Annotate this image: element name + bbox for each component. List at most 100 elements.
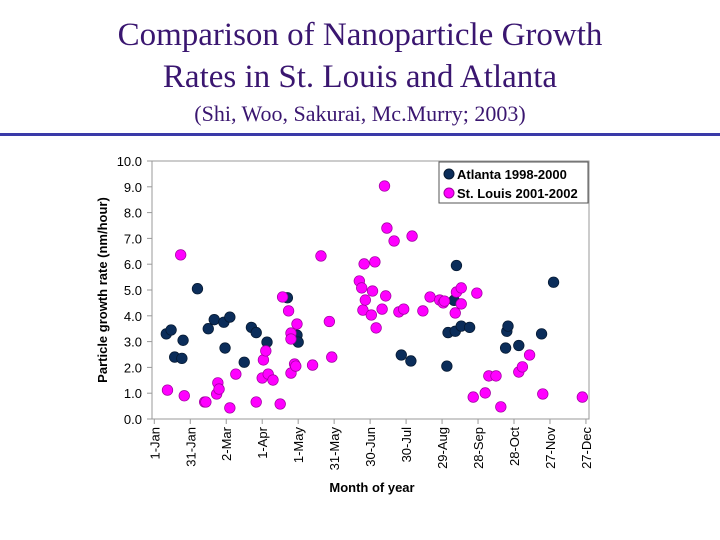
- data-point-atlanta: [208, 314, 220, 326]
- slide-title-line-1: Comparison of Nanoparticle Growth: [117, 17, 603, 53]
- x-tick-label: 1-Jan: [147, 427, 162, 460]
- data-point-st-louis: [358, 258, 370, 270]
- data-point-atlanta: [250, 326, 262, 339]
- x-tick-label: 30-Jul: [399, 427, 414, 463]
- data-point-atlanta: [463, 321, 476, 334]
- data-point-atlanta: [224, 311, 236, 323]
- data-point-st-louis: [417, 305, 429, 317]
- data-point-atlanta: [499, 342, 512, 354]
- data-point-atlanta: [547, 276, 560, 288]
- data-point-st-louis: [537, 388, 549, 400]
- legend-marker-st-louis: [443, 187, 455, 199]
- data-point-st-louis: [224, 402, 236, 414]
- data-point-st-louis: [326, 351, 338, 363]
- data-point-atlanta: [177, 334, 189, 346]
- data-point-st-louis: [370, 322, 382, 334]
- data-point-st-louis: [406, 230, 418, 242]
- data-point-atlanta: [165, 324, 177, 336]
- data-point-st-louis: [200, 396, 212, 408]
- y-tick-label: 9.0: [124, 180, 142, 195]
- data-point-st-louis: [323, 315, 336, 328]
- data-point-atlanta: [450, 259, 463, 272]
- x-tick-label: 31-Jan: [183, 427, 198, 467]
- data-point-st-louis: [290, 360, 302, 372]
- header-divider: [0, 133, 720, 136]
- data-point-st-louis: [438, 295, 451, 307]
- data-point-st-louis: [175, 249, 187, 261]
- x-tick-label: 28-Sep: [471, 427, 486, 469]
- data-point-st-louis: [315, 250, 327, 262]
- x-tick-label: 28-Oct: [507, 427, 522, 466]
- legend-marker-atlanta: [443, 168, 455, 180]
- citation: (Shi, Woo, Sakurai, Mc.Murry; 2003): [194, 101, 526, 126]
- data-point-st-louis: [267, 374, 279, 386]
- data-point-st-louis: [479, 387, 491, 399]
- data-point-atlanta: [191, 283, 204, 295]
- data-point-st-louis: [455, 298, 467, 310]
- data-point-st-louis: [250, 396, 262, 408]
- data-point-st-louis: [490, 370, 502, 382]
- x-tick-label: 1-May: [291, 427, 306, 464]
- data-point-st-louis: [381, 222, 393, 234]
- x-tick-label: 30-Jun: [363, 427, 378, 467]
- x-tick-label: 27-Nov: [543, 427, 558, 469]
- data-point-st-louis: [376, 303, 388, 315]
- data-point-atlanta: [513, 339, 525, 352]
- y-axis-label: Particle growth rate (nm/hour): [95, 197, 110, 383]
- data-point-st-louis: [213, 383, 225, 395]
- data-point-st-louis: [359, 294, 371, 306]
- data-point-st-louis: [276, 291, 289, 303]
- data-point-st-louis: [306, 359, 319, 371]
- x-tick-label: 2-Mar: [219, 426, 234, 461]
- data-point-st-louis: [449, 307, 461, 319]
- y-tick-label: 6.0: [124, 257, 142, 272]
- x-tick-label: 1-Apr: [255, 426, 270, 458]
- data-point-st-louis: [274, 398, 286, 410]
- y-tick-label: 10.0: [117, 154, 142, 169]
- x-tick-label: 31-May: [327, 427, 342, 471]
- data-point-st-louis: [178, 390, 190, 402]
- data-point-st-louis: [495, 401, 507, 413]
- data-point-st-louis: [516, 361, 529, 373]
- data-point-st-louis: [380, 290, 392, 302]
- data-point-st-louis: [378, 180, 391, 192]
- data-point-st-louis: [455, 282, 467, 294]
- y-tick-label: 7.0: [124, 231, 142, 246]
- data-point-st-louis: [424, 291, 436, 303]
- data-point-atlanta: [202, 323, 214, 335]
- y-tick-label: 2.0: [124, 360, 142, 375]
- data-point-st-louis: [282, 305, 295, 317]
- data-point-atlanta: [238, 356, 250, 368]
- data-point-st-louis: [291, 318, 303, 330]
- data-point-st-louis: [356, 282, 368, 294]
- data-point-st-louis: [230, 368, 242, 380]
- y-tick-label: 3.0: [124, 335, 142, 350]
- data-point-st-louis: [365, 309, 377, 321]
- y-tick-label: 8.0: [124, 206, 142, 221]
- y-tick-label: 0.0: [124, 412, 142, 427]
- legend: Atlanta 1998-2000 St. Louis 2001-2002: [438, 161, 589, 204]
- data-point-st-louis: [467, 391, 479, 403]
- data-point-st-louis: [161, 384, 174, 396]
- y-tick-label: 4.0: [124, 309, 142, 324]
- data-point-st-louis: [388, 235, 400, 247]
- data-point-atlanta: [441, 360, 453, 372]
- legend-label-st-louis: St. Louis 2001-2002: [457, 186, 578, 201]
- data-point-st-louis: [369, 256, 381, 268]
- x-tick-label: 27-Dec: [579, 427, 594, 469]
- y-tick-label: 5.0: [124, 283, 142, 298]
- y-tick-label: 1.0: [124, 386, 142, 401]
- data-point-st-louis: [285, 333, 297, 345]
- data-point-st-louis: [576, 391, 588, 403]
- legend-label-atlanta: Atlanta 1998-2000: [457, 167, 567, 182]
- x-axis-label: Month of year: [329, 480, 414, 495]
- data-point-st-louis: [260, 345, 272, 357]
- data-point-atlanta: [219, 342, 231, 354]
- x-tick-label: 29-Aug: [435, 427, 450, 469]
- data-point-st-louis: [523, 349, 536, 361]
- data-point-st-louis: [366, 285, 379, 297]
- data-point-atlanta: [395, 349, 407, 361]
- data-point-atlanta: [535, 328, 548, 340]
- data-point-atlanta: [502, 320, 514, 332]
